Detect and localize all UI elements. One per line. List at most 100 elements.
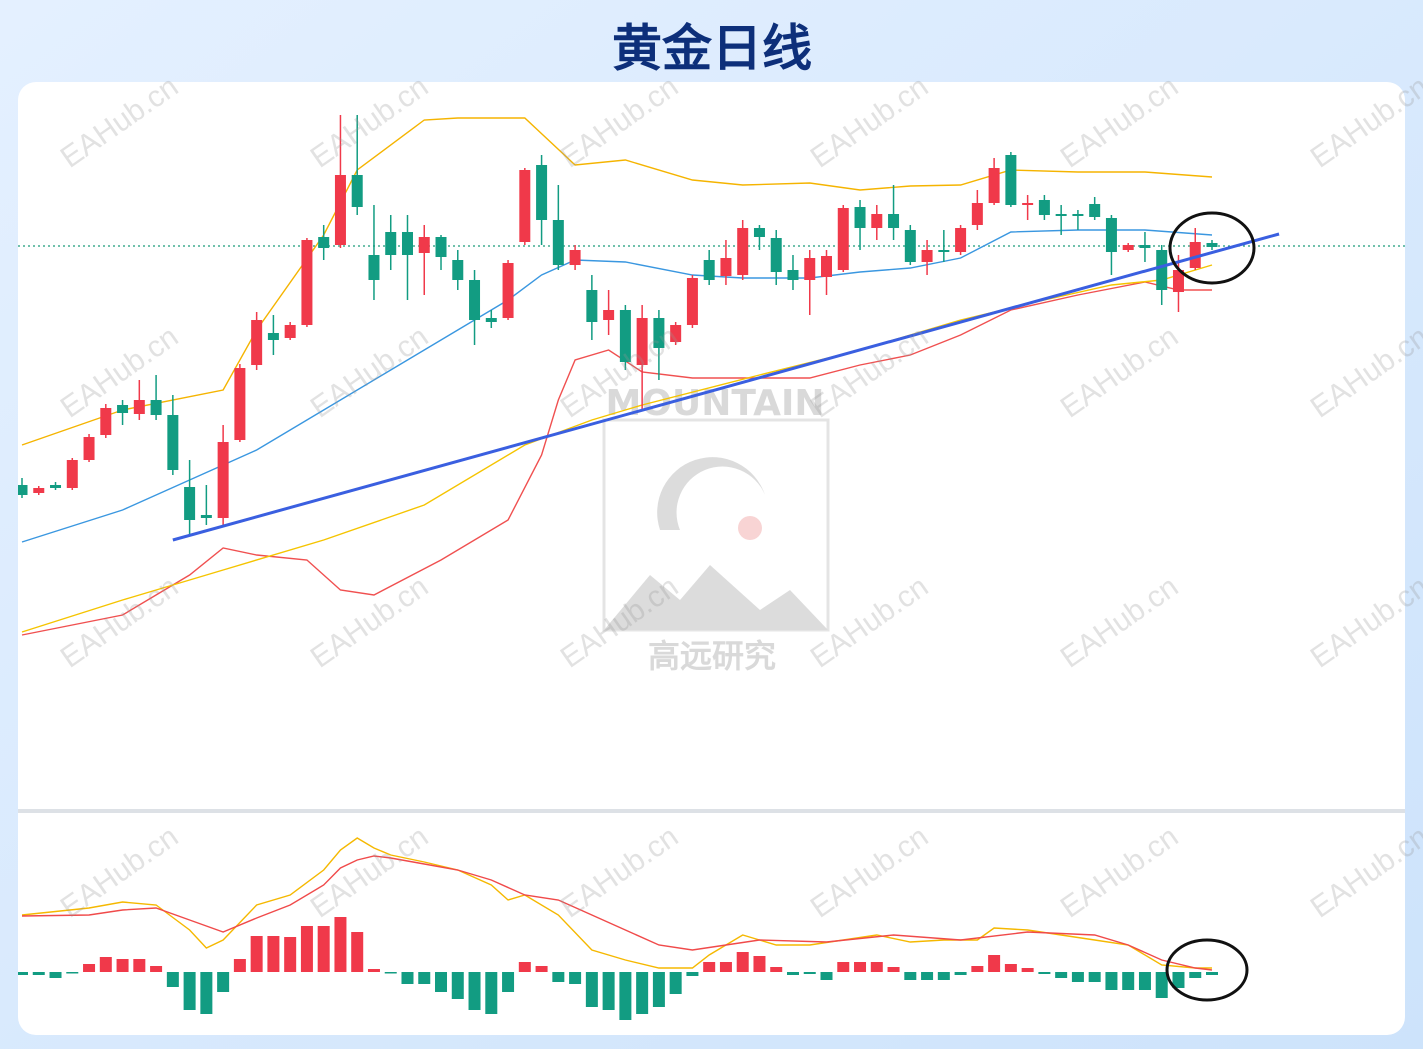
histogram-bar	[1071, 972, 1084, 982]
candle-body	[50, 485, 62, 488]
histogram-bar	[1055, 972, 1068, 978]
candle-body	[234, 368, 246, 440]
candle-body	[469, 280, 481, 320]
histogram-bar	[736, 952, 749, 972]
candle-body	[787, 270, 799, 280]
histogram-bar	[32, 972, 45, 975]
candle-body	[485, 318, 497, 322]
candle-body	[133, 400, 145, 414]
candle-body	[988, 168, 1000, 203]
candle-body	[569, 250, 581, 265]
candle-body	[117, 405, 129, 413]
histogram-bar	[569, 972, 582, 984]
histogram-bar	[367, 969, 380, 972]
candle-body	[603, 310, 615, 320]
chart-title: 黄金日线	[612, 20, 812, 78]
trend-line	[172, 232, 1280, 542]
histogram-bar	[686, 972, 699, 976]
candle-body	[971, 203, 983, 225]
candle-body	[821, 256, 833, 277]
histogram-bar	[99, 957, 112, 972]
candle-body	[552, 220, 564, 265]
candle-body	[368, 255, 380, 280]
candle-body	[1122, 245, 1134, 250]
histogram-bar	[753, 956, 766, 972]
histogram-bar	[502, 972, 515, 992]
histogram-bar	[870, 962, 883, 972]
histogram-bar	[166, 972, 179, 987]
histogram-bar	[1122, 972, 1135, 990]
candle-body	[519, 170, 531, 242]
candle-body	[703, 260, 715, 280]
histogram-bar	[1105, 972, 1118, 990]
histogram-bar	[1021, 968, 1034, 972]
candle-body	[452, 260, 464, 280]
histogram-bar	[803, 972, 816, 974]
histogram-bar	[66, 972, 79, 974]
logo-frame	[602, 418, 830, 632]
candle-body	[636, 318, 648, 365]
candle-body	[753, 228, 765, 237]
histogram-bar	[904, 972, 917, 980]
candle-body	[1189, 242, 1201, 268]
candle-body	[938, 250, 950, 252]
histogram-bar	[1038, 972, 1051, 974]
histogram-bar	[954, 972, 967, 975]
histogram-bar	[652, 972, 665, 1007]
candle-body	[854, 207, 866, 228]
histogram-bar	[1088, 972, 1101, 982]
histogram-bar	[200, 972, 213, 1014]
histogram-bar	[921, 972, 934, 980]
candle-body	[150, 400, 162, 415]
candle-body	[351, 175, 363, 207]
histogram-bar	[1004, 964, 1017, 972]
candle-body	[301, 240, 313, 325]
candle-body	[184, 487, 196, 520]
histogram-bar	[854, 962, 867, 972]
candle-body	[888, 214, 900, 228]
candle-body	[1005, 155, 1017, 205]
histogram-bar	[887, 967, 900, 972]
histogram-bar	[183, 972, 196, 1010]
candle-body	[418, 237, 430, 253]
histogram-bar	[719, 962, 732, 972]
candle-body	[904, 230, 916, 262]
histogram-bar	[233, 959, 246, 972]
histogram-bar	[535, 966, 548, 972]
logo-dot	[738, 516, 762, 540]
candle-body	[318, 237, 330, 248]
histogram-bar	[552, 972, 565, 982]
histogram-bar	[518, 962, 531, 972]
histogram-bar	[317, 926, 330, 972]
candle-body	[18, 485, 28, 495]
logo: MOUNTAIN 高远研究	[602, 383, 830, 675]
candle-body	[837, 208, 849, 270]
candle-body	[1172, 270, 1184, 292]
highlight-circle	[1168, 211, 1256, 285]
candle-body	[1105, 218, 1117, 252]
histogram-bar	[669, 972, 682, 994]
candle-body	[401, 232, 413, 255]
histogram-bar	[1172, 972, 1185, 988]
histogram-bar	[351, 932, 364, 972]
histogram-bar	[837, 962, 850, 972]
panel	[18, 82, 1405, 1035]
histogram-bar	[703, 962, 716, 972]
candle-body	[435, 237, 447, 257]
histogram-bar	[116, 959, 129, 972]
candle-body	[1206, 243, 1218, 247]
histogram-bar	[1155, 972, 1168, 998]
candle-body	[83, 437, 95, 460]
logo-arc	[657, 457, 765, 530]
histogram-bar	[1138, 972, 1151, 990]
histogram-bar	[602, 972, 615, 1010]
candle-body	[804, 258, 816, 280]
highlight-circle	[1165, 938, 1249, 1002]
candle-body	[921, 250, 933, 262]
candle-body	[737, 228, 749, 275]
histogram-bar	[250, 936, 263, 972]
candle-body	[1055, 214, 1067, 216]
candle-body	[670, 325, 682, 342]
